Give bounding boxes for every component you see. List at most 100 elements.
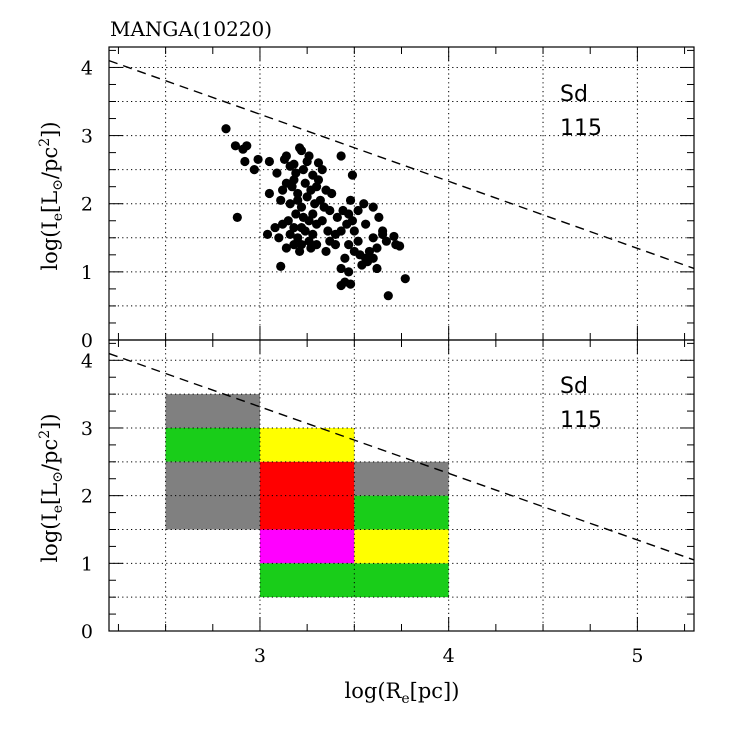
data-point [294,246,305,257]
data-point [278,185,288,195]
data-point [381,236,392,246]
dashed-lines [108,59,695,561]
data-point [330,240,341,250]
data-point [308,229,318,239]
data-point [281,151,291,161]
data-point [321,246,331,257]
data-point [289,240,299,250]
data-point [317,165,327,175]
data-point [298,212,308,222]
y-axis-label-bottom: log(Ie[L⊙/pc2]) [37,413,66,562]
bottom-annotation-count: 115 [560,408,602,433]
bottom-panel-frame [108,339,695,632]
data-point [298,165,308,175]
top-panel-gridlines [109,47,694,340]
data-point [372,263,382,274]
data-point [291,209,301,219]
data-point [359,199,369,209]
data-point [264,156,275,167]
data-point [230,141,241,151]
bottom-annotation-type: Sd [560,374,588,399]
grid-cell-green [354,495,449,530]
grid-cell-gray [165,461,260,530]
y-axis-label-top: log(Ie[L⊙/pc2]) [37,121,66,270]
y-tick-label: 4 [81,57,93,79]
data-point [242,141,252,151]
x-tick-label: 5 [631,645,643,667]
data-point [293,188,303,199]
x-axis-label: log(Re[pc]) [345,679,460,707]
dashed-reference-line [108,59,695,270]
x-tick-label: 3 [254,645,266,667]
dashed-reference-line [108,352,695,561]
data-point [293,233,303,243]
data-point [353,236,363,246]
data-point [253,154,263,165]
grid-cell-green [165,427,260,462]
top-annotation-type: Sd [560,82,588,107]
data-point [332,212,342,222]
y-tick-label: 2 [81,486,93,508]
top-panel-points [221,124,410,301]
data-point [300,178,310,188]
data-point [327,188,337,199]
y-tick-label: 1 [81,262,93,284]
data-point [289,159,299,169]
data-point [285,229,295,239]
data-point [355,250,365,260]
data-point [289,222,299,233]
data-point [285,199,295,209]
data-point [368,253,378,263]
data-point [232,212,242,222]
data-point [372,243,382,253]
data-point [240,156,250,167]
y-tick-label: 3 [81,418,93,440]
data-point [249,165,259,175]
grid-cell-yellow [354,529,449,564]
grid-cell-green [259,563,449,598]
data-point [340,253,350,263]
data-point [276,261,286,272]
data-point [270,222,280,233]
data-point [296,145,307,156]
grid-cell-magenta [259,529,355,564]
chart-title: MANGA(10220) [110,17,272,41]
data-point [336,263,346,274]
data-point [302,192,312,202]
x-tick-label: 4 [443,645,455,667]
data-point [345,195,356,205]
grid-cell-gray [354,461,449,496]
data-point [325,205,335,216]
data-point [323,226,333,236]
data-point [278,219,288,229]
data-point [274,233,284,243]
y-tick-label: 1 [81,553,93,575]
data-point [374,212,384,222]
data-point [344,267,354,277]
data-point [400,274,410,284]
panel-frames [108,46,695,632]
data-point [300,226,310,236]
axis-ticks [109,47,694,631]
data-point [315,195,325,205]
data-point [317,216,327,226]
data-point [389,231,399,242]
data-point [336,280,346,291]
data-point [344,240,354,250]
data-point [364,246,375,257]
data-point [353,205,363,216]
data-point [395,241,405,251]
grid-cell-gray [165,394,260,428]
top-panel-frame [108,46,695,341]
y-tick-label: 2 [81,194,93,216]
data-point [361,219,371,229]
data-point [349,226,359,236]
data-point [221,124,231,134]
data-point [293,195,303,205]
data-point [272,168,282,178]
data-point [368,202,378,212]
data-point [338,205,348,216]
y-tick-label: 4 [81,350,93,372]
